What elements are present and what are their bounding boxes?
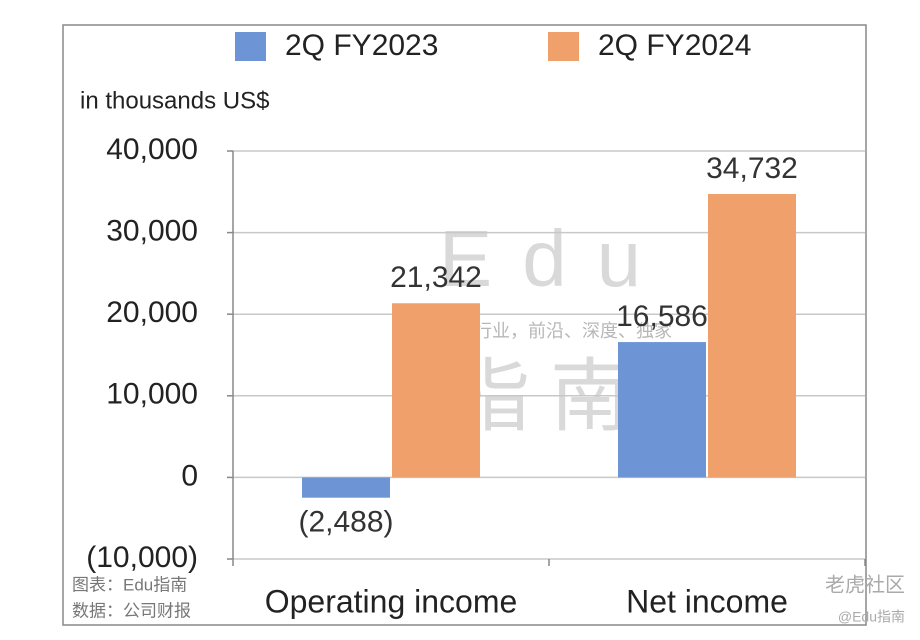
y-tick-label: 30,000 <box>106 215 198 248</box>
watermark: Edu <box>439 214 671 303</box>
value-label: 16,586 <box>616 300 708 333</box>
y-tick-label: 10,000 <box>106 378 198 411</box>
x-tick-label: Net income <box>626 583 788 619</box>
legend-swatch <box>235 32 266 61</box>
value-label: (2,488) <box>298 506 393 539</box>
chart-frame <box>62 24 867 626</box>
value-label: 34,732 <box>706 152 798 185</box>
annotation: 数据：公司财报 <box>72 601 191 620</box>
legend-swatch <box>548 32 579 61</box>
bar <box>392 303 480 478</box>
y-tick-label: (10,000) <box>86 541 198 574</box>
credit: 老虎社区 <box>825 573 905 596</box>
y-tick-label: 0 <box>181 459 198 492</box>
credit: @Edu指南 <box>838 609 905 625</box>
x-tick-label: Operating income <box>265 583 518 619</box>
legend-label: 2Q FY2023 <box>285 29 438 62</box>
y-tick-label: 20,000 <box>106 296 198 329</box>
legend-label: 2Q FY2024 <box>598 29 751 62</box>
watermark: 教育行业，前沿、深度、独家 <box>438 321 672 341</box>
annotation: 图表：Edu指南 <box>72 575 187 594</box>
y-tick-label: 40,000 <box>106 133 198 166</box>
value-label: 21,342 <box>390 261 482 294</box>
bar <box>708 193 796 478</box>
bar <box>302 477 390 498</box>
bar <box>618 342 706 478</box>
y-axis-label: in thousands US$ <box>80 87 269 114</box>
